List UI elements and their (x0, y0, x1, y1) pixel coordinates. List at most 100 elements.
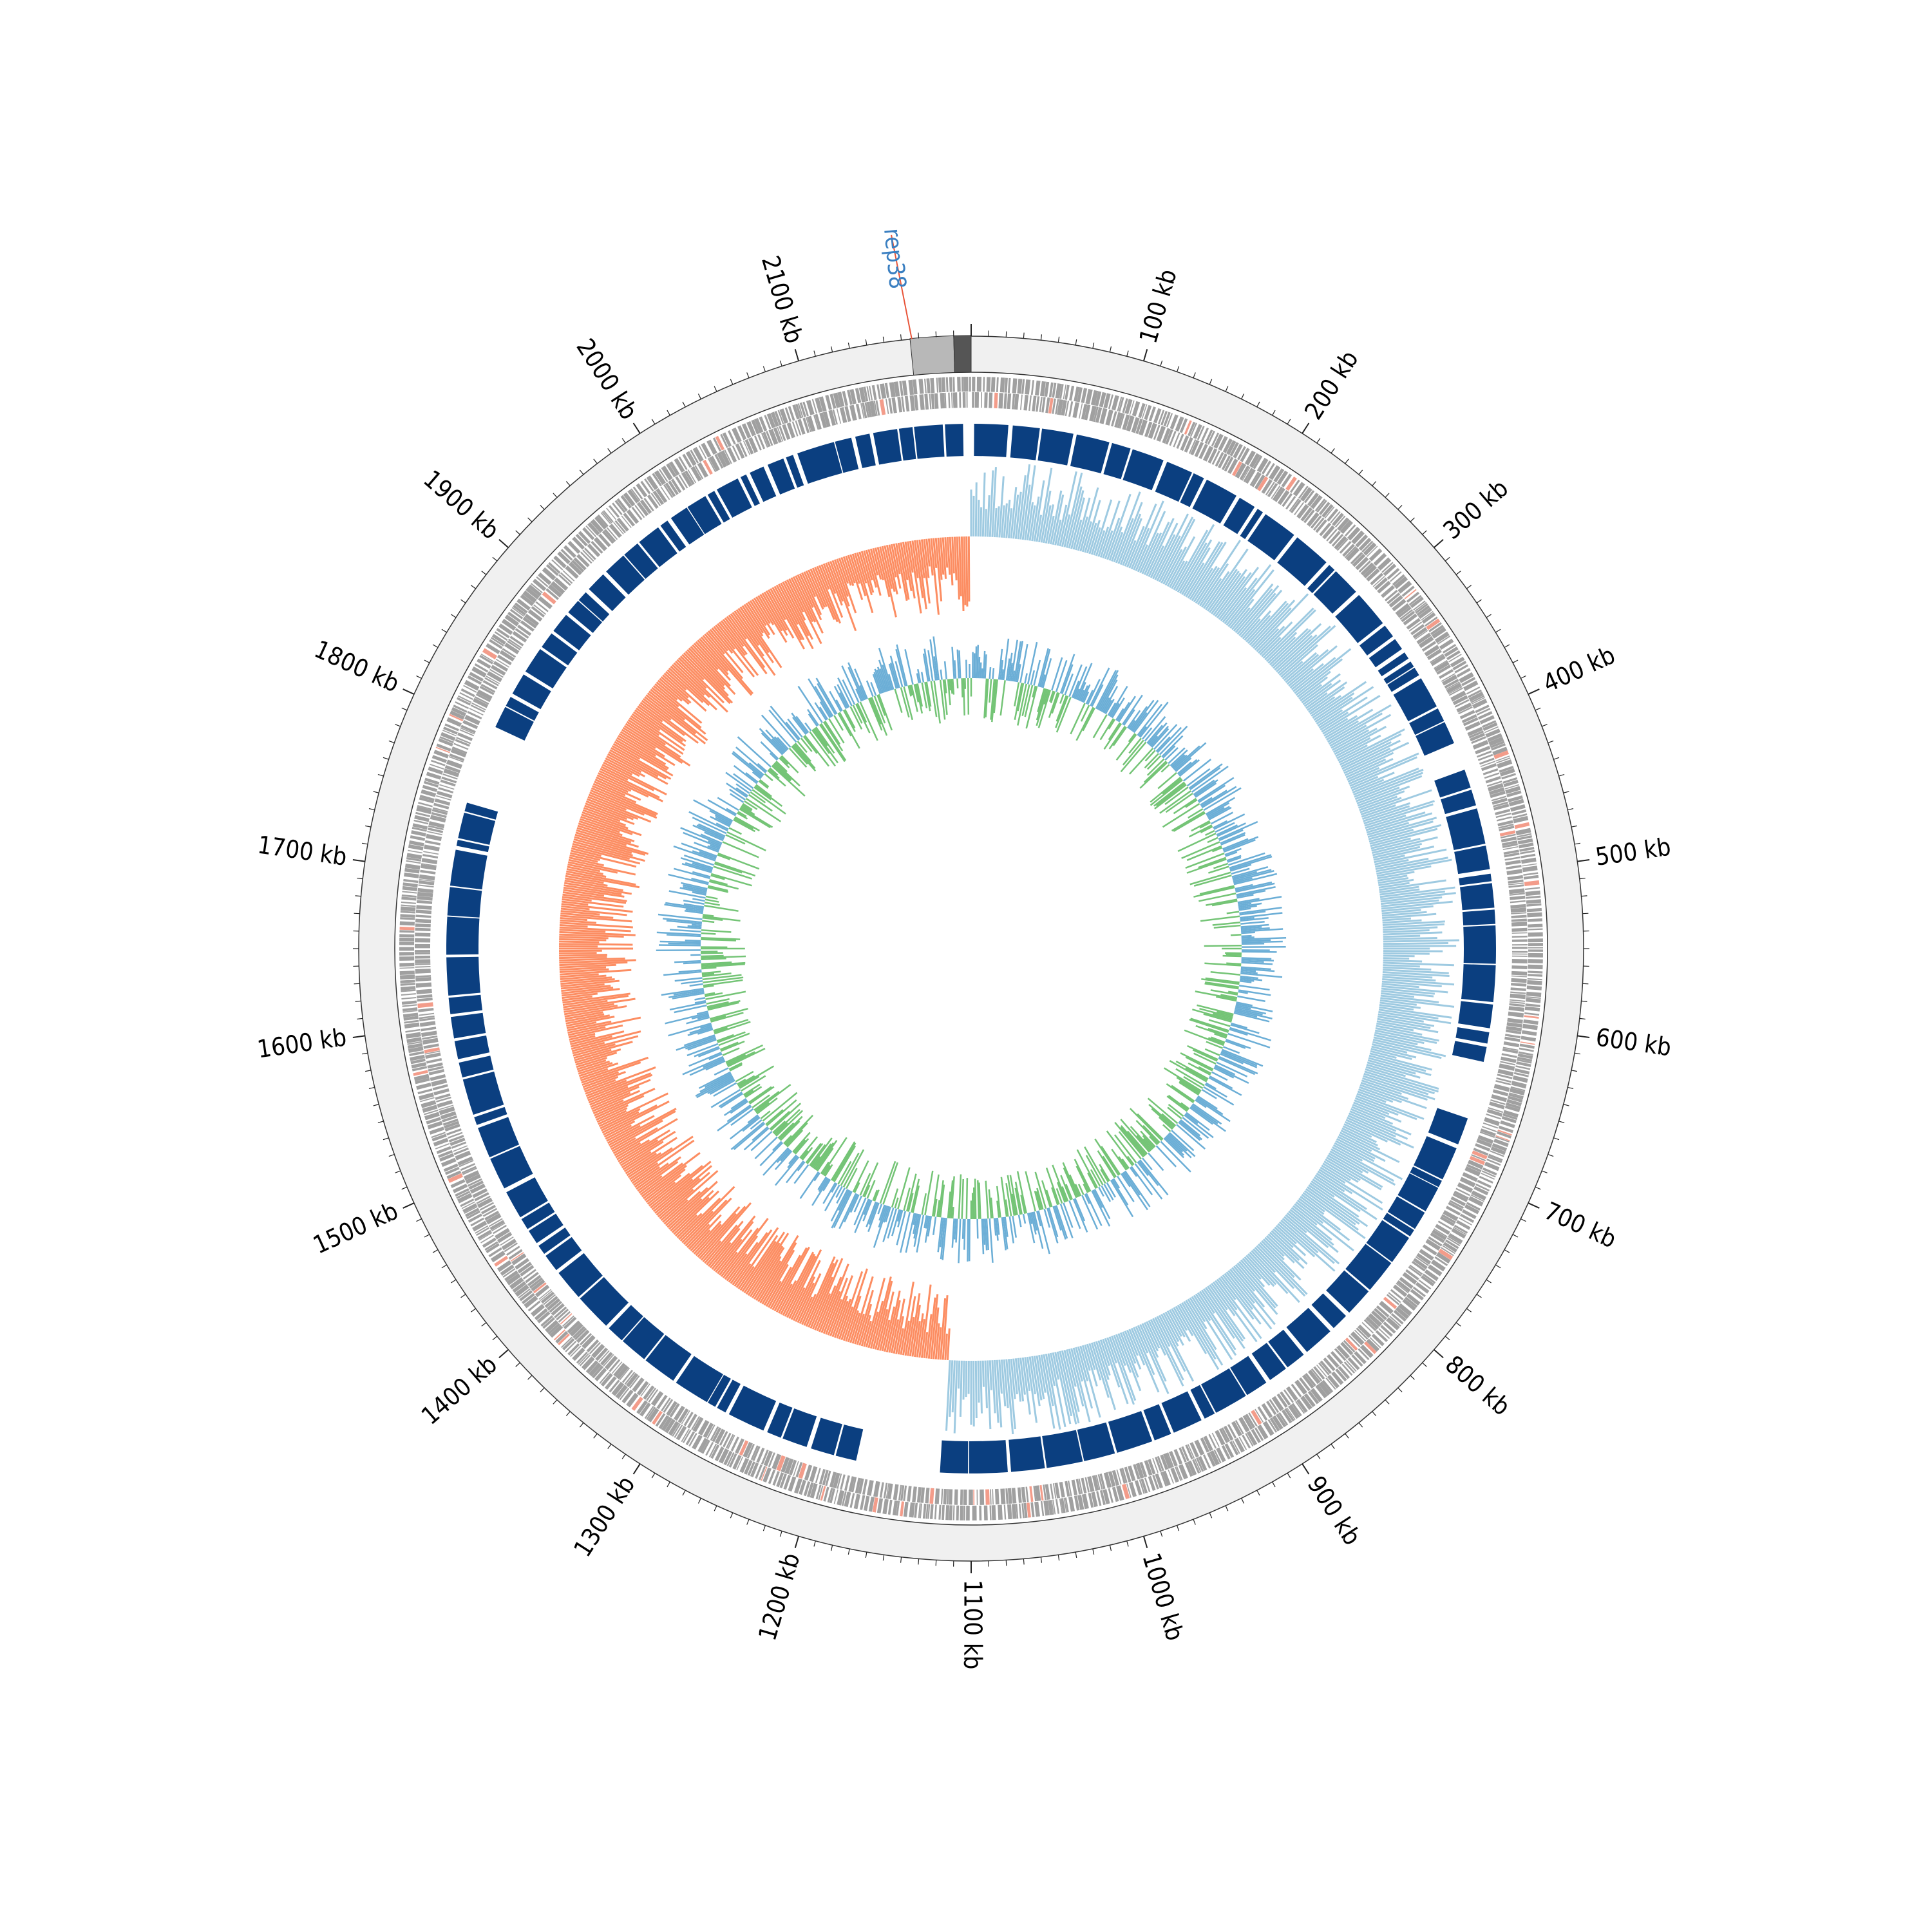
gene-feature (761, 1466, 768, 1481)
gene-feature (1249, 471, 1260, 486)
gene-feature (1479, 715, 1495, 724)
gene-feature (860, 1495, 866, 1510)
gene-feature (722, 432, 732, 448)
gc-skew-bar (680, 857, 714, 869)
gc-skew-bar (943, 661, 947, 679)
gene-feature (535, 1284, 550, 1298)
homology-block (835, 437, 859, 473)
minor-tick (865, 339, 867, 346)
minor-tick (416, 675, 422, 679)
gene-feature (758, 1466, 766, 1481)
gene-feature (1375, 1330, 1388, 1343)
gc-skew-bar (792, 1132, 811, 1153)
gc-content-bar (920, 1284, 932, 1358)
homology-block (1458, 1001, 1493, 1028)
gc-content-bar (847, 554, 864, 600)
gene-feature (540, 1315, 554, 1327)
gc-content-bar (674, 660, 728, 713)
gene-feature (707, 458, 716, 473)
gene-feature (1128, 1465, 1136, 1482)
gc-skew-bar (1078, 689, 1085, 701)
gc-content-bar (1382, 973, 1433, 979)
gc-skew-bar (703, 979, 743, 987)
gene-feature (884, 383, 890, 398)
gene-feature (630, 488, 641, 501)
gc-content-bar (1003, 503, 1008, 538)
gene-feature (1414, 630, 1428, 640)
gene-feature (1413, 600, 1426, 611)
gc-content-bar (662, 1199, 688, 1223)
gene-feature (560, 1313, 573, 1325)
gc-content-bar (1381, 909, 1421, 914)
gc-skew-bar (685, 1037, 717, 1050)
gc-skew-bar (1085, 690, 1094, 705)
gene-feature (463, 1170, 480, 1180)
gene-feature (1048, 1500, 1054, 1515)
gc-content-bar (745, 1242, 781, 1295)
gc-skew-bar (1144, 716, 1166, 742)
gene-feature (508, 1249, 523, 1260)
gc-skew-bar (852, 1160, 869, 1193)
gene-feature (1468, 730, 1484, 739)
gc-content-bar (1381, 992, 1415, 998)
homology-block (1459, 873, 1492, 886)
gene-feature (1131, 417, 1140, 433)
gc-skew-bar (1207, 806, 1225, 818)
gene-feature (441, 776, 457, 784)
gc-skew-bar (1149, 1135, 1159, 1146)
gene-feature (994, 1488, 999, 1505)
gc-skew-bar (841, 665, 860, 703)
gc-skew-bar (1129, 1167, 1138, 1177)
gc-content-bar (1331, 714, 1392, 749)
gene-feature (471, 702, 486, 711)
homology-block (521, 1202, 555, 1229)
gc-content-bar (1342, 1125, 1377, 1143)
gc-skew-bar (1232, 869, 1272, 881)
gc-content-bar (1047, 1353, 1056, 1387)
gc-skew-bar (999, 680, 1006, 716)
gene-feature (898, 1484, 902, 1501)
gene-feature (1144, 1460, 1153, 1476)
gc-content-bar (1335, 737, 1371, 757)
gc-content-bar (639, 1162, 683, 1196)
gc-skew-bar (916, 1215, 925, 1253)
gc-skew-bar (1178, 1121, 1201, 1141)
gene-feature (1129, 400, 1135, 415)
gc-skew-bar (1197, 1004, 1234, 1016)
homology-block (1383, 1213, 1414, 1236)
gc-skew-bar (670, 929, 701, 933)
gc-content-bar (668, 667, 710, 706)
gene-feature (1516, 1061, 1531, 1067)
gc-skew-bar (1185, 1056, 1213, 1072)
gene-feature (929, 1504, 934, 1519)
gc-content-bar (937, 537, 943, 580)
gc-content-bar (578, 1062, 619, 1077)
gc-skew-bar (933, 1198, 938, 1217)
gc-content-bar (1135, 1326, 1149, 1354)
gene-feature (1510, 804, 1526, 812)
gc-skew-bar (718, 1091, 743, 1108)
gene-feature (1162, 1470, 1171, 1486)
gc-content-bar (567, 861, 618, 874)
gene-feature (1401, 611, 1416, 623)
gc-skew-bar (891, 1209, 900, 1236)
gc-skew-bar (883, 1206, 890, 1223)
gene-feature (1499, 830, 1516, 837)
gc-content-bar (587, 1074, 653, 1101)
gene-feature (1299, 1377, 1311, 1392)
gene-feature (428, 766, 444, 775)
gene-feature (795, 403, 802, 419)
gene-feature (914, 395, 919, 411)
gene-feature (399, 921, 415, 926)
gc-skew-bar (688, 1052, 722, 1067)
gc-skew-bar (691, 877, 709, 884)
homology-block (1042, 1430, 1083, 1468)
gc-content-bar (562, 992, 598, 999)
gc-skew-bar (687, 1038, 717, 1051)
gc-skew-bar (728, 1062, 743, 1070)
minor-tick (1574, 1052, 1581, 1055)
gene-feature (1204, 429, 1213, 444)
gene-feature (999, 377, 1005, 393)
gc-content-bar (1376, 1022, 1414, 1032)
gene-feature (727, 430, 736, 445)
